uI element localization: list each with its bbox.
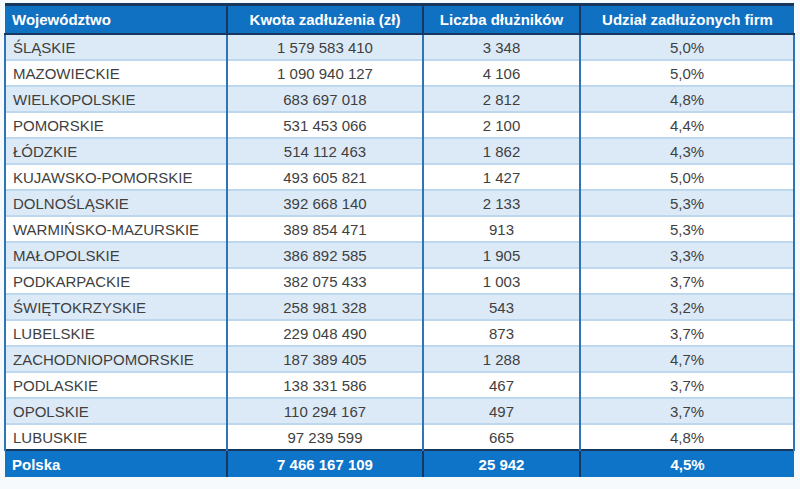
column-header-udzial-firm: Udział zadłużonych firm [580,5,794,35]
value-cell: 1 288 [423,346,580,372]
value-cell: 5,3% [580,190,794,216]
value-cell: 386 892 585 [227,242,423,268]
column-header-kwota-zadluzenia: Kwota zadłużenia (zł) [227,5,423,35]
voivodeship-name-cell: PODLASKIE [5,372,227,398]
value-cell: 493 605 821 [227,164,423,190]
value-cell: 1 579 583 410 [227,34,423,60]
table-body: ŚLĄSKIE1 579 583 4103 3485,0%MAZOWIECKIE… [5,34,794,450]
table-row: OPOLSKIE110 294 1674973,7% [5,398,794,424]
table-row: PODKARPACKIE382 075 4331 0033,7% [5,268,794,294]
value-cell: 258 981 328 [227,294,423,320]
table-row: ŁÓDZKIE514 112 4631 8624,3% [5,138,794,164]
voivodeship-name-cell: ŚLĄSKIE [5,34,227,60]
table-footer-row-polska: Polska 7 466 167 109 25 942 4,5% [5,450,794,477]
value-cell: 3,7% [580,320,794,346]
value-cell: 3 348 [423,34,580,60]
value-cell: 97 239 599 [227,424,423,450]
voivodeship-name-cell: OPOLSKIE [5,398,227,424]
table-row: ŚWIĘTOKRZYSKIE258 981 3285433,2% [5,294,794,320]
value-cell: 683 697 018 [227,86,423,112]
voivodeship-name-cell: ŁÓDZKIE [5,138,227,164]
voivodeship-name-cell: KUJAWSKO-POMORSKIE [5,164,227,190]
table-row: MAŁOPOLSKIE386 892 5851 9053,3% [5,242,794,268]
value-cell: 1 090 940 127 [227,60,423,86]
value-cell: 1 003 [423,268,580,294]
value-cell: 3,7% [580,372,794,398]
voivodeship-name-cell: DOLNOŚLĄSKIE [5,190,227,216]
table-row: WARMIŃSKO-MAZURSKIE389 854 4719135,3% [5,216,794,242]
value-cell: 497 [423,398,580,424]
value-cell: 4,8% [580,424,794,450]
value-cell: 3,7% [580,268,794,294]
value-cell: 1 905 [423,242,580,268]
value-cell: 5,3% [580,216,794,242]
value-cell: 467 [423,372,580,398]
value-cell: 4,4% [580,112,794,138]
footer-label: Polska [5,450,227,477]
value-cell: 5,0% [580,34,794,60]
table-header-row: Województwo Kwota zadłużenia (zł) Liczba… [5,5,794,35]
voivodeship-name-cell: ŚWIĘTOKRZYSKIE [5,294,227,320]
value-cell: 3,7% [580,398,794,424]
voivodeship-name-cell: MAŁOPOLSKIE [5,242,227,268]
voivodeship-name-cell: WARMIŃSKO-MAZURSKIE [5,216,227,242]
value-cell: 4 106 [423,60,580,86]
column-header-wojewodztwo: Województwo [5,5,227,35]
voivodeship-name-cell: ZACHODNIOPOMORSKIE [5,346,227,372]
voivodeship-name-cell: MAZOWIECKIE [5,60,227,86]
value-cell: 4,7% [580,346,794,372]
voivodeship-name-cell: LUBUSKIE [5,424,227,450]
value-cell: 4,8% [580,86,794,112]
value-cell: 873 [423,320,580,346]
value-cell: 5,0% [580,164,794,190]
value-cell: 3,2% [580,294,794,320]
table-row: WIELKOPOLSKIE683 697 0182 8124,8% [5,86,794,112]
value-cell: 2 100 [423,112,580,138]
value-cell: 531 453 066 [227,112,423,138]
footer-total-share: 4,5% [580,450,794,477]
value-cell: 5,0% [580,60,794,86]
table-row: DOLNOŚLĄSKIE392 668 1402 1335,3% [5,190,794,216]
table-row: POMORSKIE531 453 0662 1004,4% [5,112,794,138]
value-cell: 229 048 490 [227,320,423,346]
value-cell: 913 [423,216,580,242]
value-cell: 3,3% [580,242,794,268]
table-row: LUBUSKIE97 239 5996654,8% [5,424,794,450]
table-row: ŚLĄSKIE1 579 583 4103 3485,0% [5,34,794,60]
value-cell: 2 812 [423,86,580,112]
footer-total-amount: 7 466 167 109 [227,450,423,477]
value-cell: 4,3% [580,138,794,164]
voivodeship-name-cell: LUBELSKIE [5,320,227,346]
value-cell: 187 389 405 [227,346,423,372]
value-cell: 665 [423,424,580,450]
voivodeship-name-cell: POMORSKIE [5,112,227,138]
value-cell: 2 133 [423,190,580,216]
voivodeship-debt-table: Województwo Kwota zadłużenia (zł) Liczba… [4,3,795,477]
value-cell: 138 331 586 [227,372,423,398]
voivodeship-name-cell: WIELKOPOLSKIE [5,86,227,112]
table-row: PODLASKIE138 331 5864673,7% [5,372,794,398]
table-row: KUJAWSKO-POMORSKIE493 605 8211 4275,0% [5,164,794,190]
value-cell: 514 112 463 [227,138,423,164]
column-header-liczba-dluznikow: Liczba dłużników [423,5,580,35]
footer-total-count: 25 942 [423,450,580,477]
table-row: LUBELSKIE229 048 4908733,7% [5,320,794,346]
value-cell: 1 862 [423,138,580,164]
table-row: MAZOWIECKIE1 090 940 1274 1065,0% [5,60,794,86]
value-cell: 389 854 471 [227,216,423,242]
value-cell: 382 075 433 [227,268,423,294]
debt-table-page: Województwo Kwota zadłużenia (zł) Liczba… [0,0,800,489]
voivodeship-name-cell: PODKARPACKIE [5,268,227,294]
value-cell: 392 668 140 [227,190,423,216]
table-row: ZACHODNIOPOMORSKIE187 389 4051 2884,7% [5,346,794,372]
value-cell: 543 [423,294,580,320]
value-cell: 1 427 [423,164,580,190]
value-cell: 110 294 167 [227,398,423,424]
